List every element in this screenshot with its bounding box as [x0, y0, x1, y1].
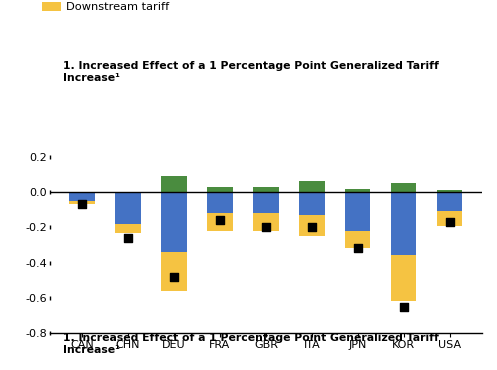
- Point: [262, 224, 270, 230]
- Bar: [345, 231, 370, 248]
- Bar: [299, 181, 325, 192]
- Bar: [437, 192, 462, 211]
- Legend: Diversion tariff, Domestic protection, Downstream tariff, Upstream tariff, Total: Diversion tariff, Domestic protection, D…: [42, 0, 302, 12]
- Bar: [299, 215, 325, 236]
- Point: [354, 245, 362, 251]
- Bar: [253, 192, 278, 213]
- Bar: [345, 189, 370, 192]
- Point: [216, 217, 224, 223]
- Bar: [253, 187, 278, 192]
- Point: [170, 274, 178, 280]
- Point: [78, 201, 86, 207]
- Bar: [391, 192, 416, 255]
- Bar: [162, 192, 186, 252]
- Bar: [391, 183, 416, 192]
- Point: [308, 224, 316, 230]
- Bar: [207, 213, 233, 231]
- Bar: [207, 192, 233, 213]
- Bar: [253, 213, 278, 231]
- Bar: [391, 255, 416, 301]
- Bar: [70, 201, 94, 204]
- Point: [446, 219, 454, 225]
- Bar: [115, 224, 141, 233]
- Bar: [115, 192, 141, 224]
- Text: 1. Increased Effect of a 1 Percentage Point Generalized Tariff
Increase¹: 1. Increased Effect of a 1 Percentage Po…: [63, 61, 438, 83]
- Point: [124, 235, 132, 241]
- Bar: [162, 252, 186, 291]
- Bar: [437, 190, 462, 192]
- Text: 1. Increased Effect of a 1 Percentage Point Generalized Tariff
Increase¹: 1. Increased Effect of a 1 Percentage Po…: [63, 333, 438, 354]
- Point: [400, 304, 408, 310]
- Bar: [162, 176, 186, 192]
- Bar: [437, 211, 462, 226]
- Bar: [70, 192, 94, 201]
- Bar: [345, 192, 370, 231]
- Bar: [299, 192, 325, 215]
- Bar: [207, 187, 233, 192]
